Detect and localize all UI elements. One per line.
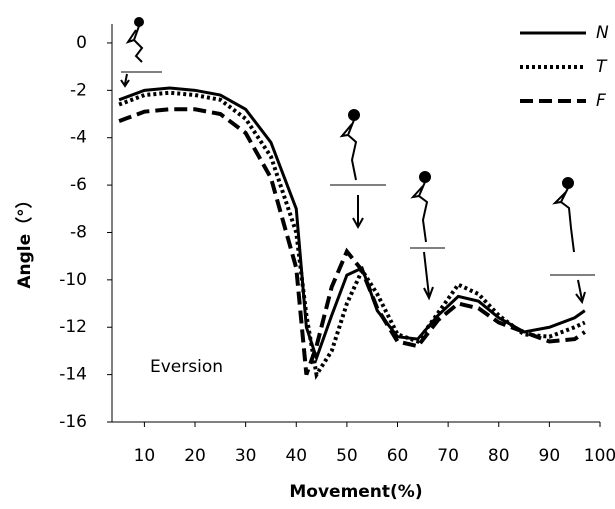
y-tick-label: -14 xyxy=(59,365,87,385)
y-tick-label: -10 xyxy=(59,270,87,290)
x-tick-label: 100 xyxy=(584,446,615,466)
y-tick-label: -4 xyxy=(70,128,87,148)
figure-icon xyxy=(349,110,359,120)
x-tick-label: 30 xyxy=(235,446,257,466)
figure-icon xyxy=(555,188,574,252)
x-tick-label: 70 xyxy=(437,446,459,466)
figure-icon xyxy=(563,178,573,188)
x-tick-label: 60 xyxy=(387,446,409,466)
arrow xyxy=(424,252,433,298)
y-tick-label: -8 xyxy=(70,222,87,242)
figure-icon xyxy=(413,182,427,242)
arrow xyxy=(576,280,585,302)
y-axis-label: Angle（°） xyxy=(14,191,35,288)
figure-icon xyxy=(342,120,356,180)
y-tick-label: -6 xyxy=(70,175,87,195)
series-line xyxy=(119,109,585,374)
series-line xyxy=(119,93,585,375)
legend-label: N xyxy=(596,23,609,43)
y-tick-label: -2 xyxy=(70,80,87,100)
figure-icon xyxy=(135,18,143,26)
chart: Eversion Movement(%) Angle（°） 0 -2 -4 -6 -8 -… xyxy=(0,0,615,509)
x-tick-label: 80 xyxy=(488,446,510,466)
legend-label: T xyxy=(596,57,608,77)
figure-icon xyxy=(420,172,430,182)
arrow xyxy=(121,74,129,86)
x-tick-label: 10 xyxy=(134,446,156,466)
series-line xyxy=(119,88,585,358)
y-tick-label: -12 xyxy=(59,317,87,337)
x-axis-label: Movement(%) xyxy=(289,482,422,502)
x-tick-label: 20 xyxy=(184,446,206,466)
figure-icon xyxy=(128,26,142,62)
annotation: Eversion xyxy=(150,357,223,377)
icons xyxy=(121,18,595,302)
arrow xyxy=(353,195,363,227)
x-tick-label: 90 xyxy=(539,446,561,466)
x-tick-label: 40 xyxy=(285,446,307,466)
x-tick-label: 50 xyxy=(336,446,358,466)
y-tick-label: -16 xyxy=(59,412,87,432)
legend-label: F xyxy=(596,91,606,111)
y-tick-label: 0 xyxy=(76,33,87,53)
